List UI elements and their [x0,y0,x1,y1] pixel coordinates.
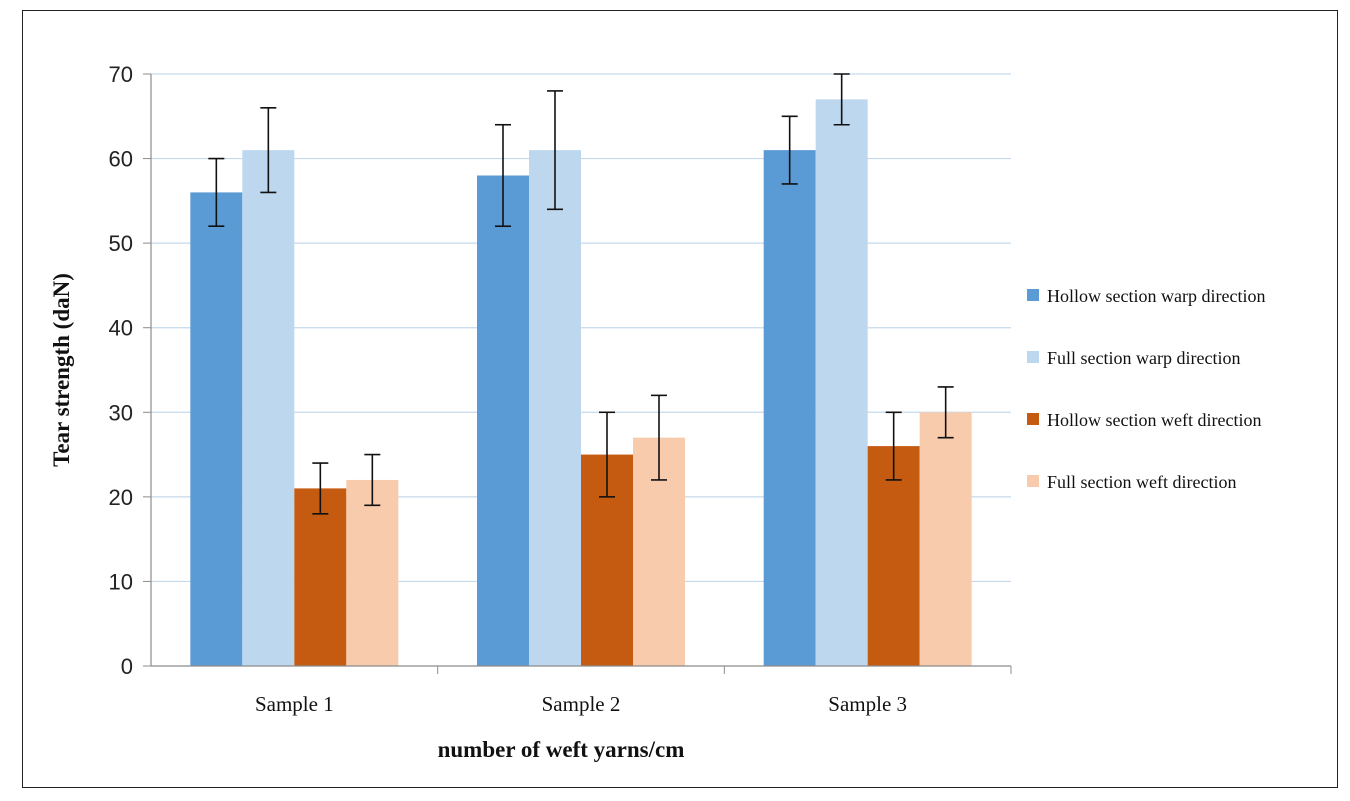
bar [919,412,972,666]
y-tick-label: 50 [109,231,133,256]
bar [346,479,399,666]
legend-label: Hollow section weft direction [1047,410,1261,430]
bar [242,150,295,667]
bar [815,99,868,666]
x-axis-title: number of weft yarns/cm [438,737,685,762]
y-tick-label: 0 [121,654,133,679]
bar [294,488,347,666]
legend-label: Hollow section warp direction [1047,286,1265,306]
y-axis-title: Tear strength (daN) [49,273,74,467]
error-bars-group [208,73,954,515]
axes-group [150,74,1012,674]
legend-swatch [1027,413,1039,425]
legend-swatch [1027,351,1039,363]
y-tick-label: 30 [109,400,133,425]
x-category-label: Sample 1 [255,692,334,716]
x-category-label: Sample 3 [828,692,907,716]
legend-swatch [1027,475,1039,487]
bar [529,150,581,667]
bar-chart: 0 10 20 30 40 50 60 70 Sample 1 Sample 2 Sample 3… [49,62,1265,762]
legend-swatch [1027,289,1039,301]
y-tick-labels: 0 10 20 30 40 50 60 70 [109,62,133,679]
y-tick-label: 70 [109,62,133,87]
bar [763,150,816,667]
y-tick-label: 60 [109,147,133,172]
legend-label: Full section weft direction [1047,472,1236,492]
legend-label: Full section warp direction [1047,348,1240,368]
chart-frame: 0 10 20 30 40 50 60 70 Sample 1 Sample 2 Sample 3… [22,10,1338,788]
x-category-label: Sample 2 [542,692,621,716]
bar [477,175,529,666]
bars-group [190,99,972,667]
x-category-labels: Sample 1 Sample 2 Sample 3 [255,692,907,716]
y-tick-label: 40 [109,316,133,341]
y-tick-label: 10 [109,569,133,594]
bar [190,192,243,666]
legend: Hollow section warp direction Full sectio… [1027,286,1265,492]
y-tick-label: 20 [109,485,133,510]
bar [867,446,920,666]
